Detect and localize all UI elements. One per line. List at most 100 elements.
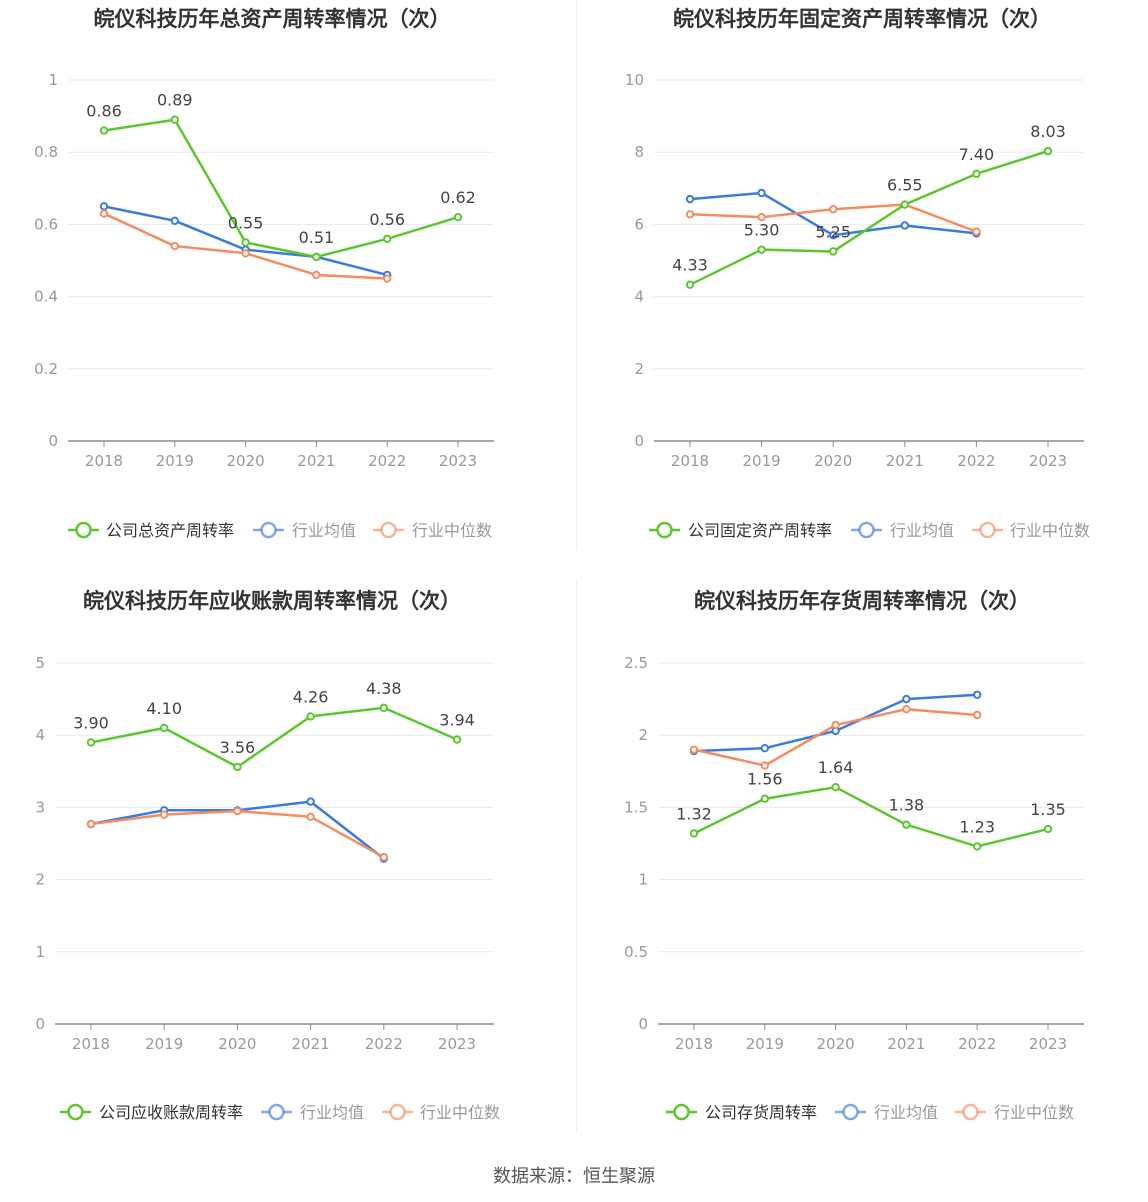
y-tick-label: 1 [638,871,648,889]
data-point [757,212,766,222]
data-point [973,842,982,851]
data-label: 4.26 [293,687,329,706]
legend-marker [268,1103,285,1121]
x-tick-label: 2022 [958,1035,996,1053]
x-tick-label: 2023 [438,1035,476,1053]
x-tick-label: 2023 [1029,1035,1067,1053]
legend-label: 公司存货周转率 [705,1103,817,1122]
legend-label: 公司总资产周转率 [106,521,234,540]
legend-label: 行业中位数 [412,521,492,540]
data-point [379,703,388,712]
y-tick-label: 8 [634,143,644,161]
data-point [99,126,109,135]
data-point [689,745,699,754]
data-point [829,205,838,214]
data-label: 7.40 [959,145,995,164]
legend-marker [75,521,92,539]
legend-marker [67,1103,84,1121]
legend-marker [979,521,996,539]
x-tick-label: 2022 [957,452,995,470]
series-line-0 [693,785,1049,848]
legend-marker [656,521,673,539]
data-point [685,210,695,219]
data-label: 4.33 [672,256,708,275]
x-tick-label: 2023 [439,452,477,470]
data-point [241,238,250,247]
data-point [306,712,315,721]
data-point [973,710,982,720]
data-point [831,782,840,792]
data-label: 3.94 [439,711,475,730]
data-point [99,202,109,211]
y-tick-label: 10 [625,71,644,89]
data-point [760,794,769,803]
y-tick-label: 5 [35,654,45,672]
data-point [99,209,109,218]
data-label: 5.25 [815,222,851,241]
x-tick-label: 2019 [156,452,194,470]
data-point [241,249,250,258]
legend-label: 行业均值 [292,521,356,540]
x-tick-label: 2021 [887,1035,925,1053]
data-label: 0.86 [86,102,122,121]
legend-label: 行业均值 [874,1103,938,1122]
legend-marker [260,521,277,539]
data-point [453,212,463,222]
x-tick-label: 2019 [145,1035,183,1053]
chart-panel-2: 皖仪科技历年固定资产周转率情况（次） 0 2 4 6 8 10 2018 2019 2020 202… [625,7,1090,540]
y-tick-label: 2 [35,871,45,889]
x-tick-label: 2020 [817,1035,855,1053]
x-tick-label: 2022 [365,1035,403,1053]
legend-marker [380,521,397,539]
y-tick-label: 1 [48,71,58,89]
data-point [383,274,392,283]
data-point [170,241,180,251]
data-label: 4.10 [146,699,182,718]
series-line-0 [689,149,1049,286]
x-tick-label: 2018 [671,452,709,470]
data-label: 0.62 [440,188,476,207]
chart-panel-4: 皖仪科技历年存货周转率情况（次） 0 0.5 1 1.5 2 2.5 2018 2019 2020… [624,589,1084,1122]
data-point [160,810,169,819]
y-tick-label: 6 [634,215,644,233]
data-point [233,806,242,816]
legend-label: 行业中位数 [420,1103,500,1122]
data-label: 1.56 [747,770,783,789]
x-tick-label: 2019 [743,452,781,470]
y-tick-label: 1 [35,943,45,961]
y-tick-label: 0.8 [34,143,58,161]
data-point [831,720,840,730]
legend-label: 公司固定资产周转率 [688,521,832,540]
data-point [306,797,315,806]
data-point [973,690,982,699]
data-label: 4.38 [366,679,402,698]
legend-label: 行业中位数 [1010,521,1090,540]
y-tick-label: 0 [634,432,644,450]
y-tick-label: 4 [634,288,644,306]
data-point [306,812,315,821]
y-tick-label: 0.6 [34,215,58,233]
y-tick-label: 0.2 [34,360,58,378]
data-label: 3.56 [220,738,256,757]
y-tick-label: 0 [35,1015,45,1033]
legend-label: 行业均值 [300,1103,364,1122]
x-tick-label: 2018 [72,1035,110,1053]
legend-marker [962,1103,979,1121]
data-point [760,743,769,753]
vertical-divider-bottom [576,580,577,1132]
data-source-note: 数据来源：恒生聚源 [493,1166,655,1187]
y-tick-label: 0 [48,432,58,450]
y-tick-label: 0.4 [34,288,58,306]
data-point [972,169,981,179]
x-tick-label: 2021 [297,452,335,470]
x-tick-label: 2020 [814,452,852,470]
data-point [233,762,242,772]
data-point [1043,146,1053,156]
y-tick-label: 3 [35,798,45,816]
data-point [902,705,911,714]
data-point [312,252,321,262]
series-line-2 [90,809,385,859]
data-label: 3.90 [73,713,109,732]
data-point [379,853,388,862]
